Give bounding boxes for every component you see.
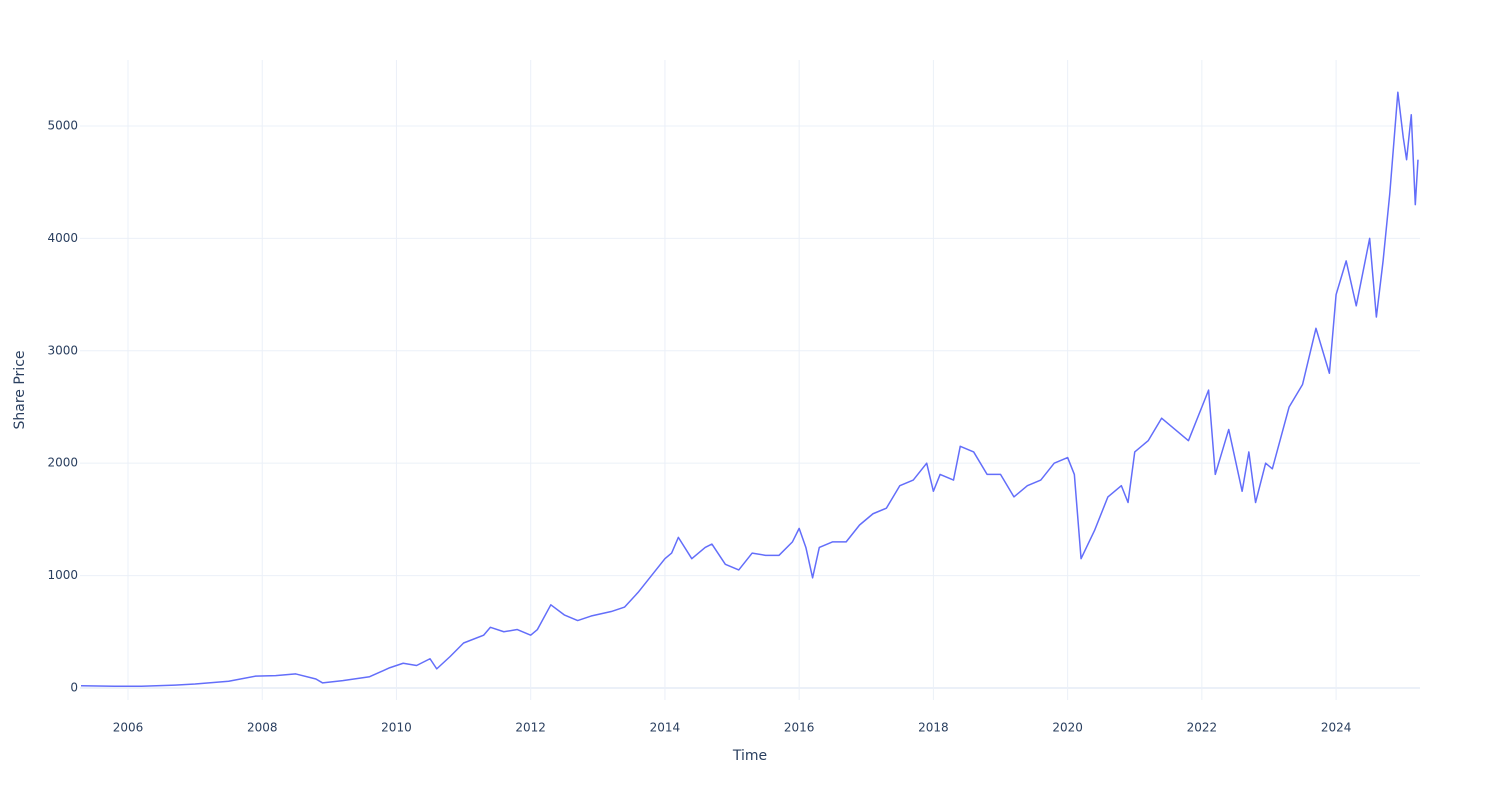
x-tick-label: 2020 [1052, 721, 1083, 735]
x-tick-label: 2024 [1321, 721, 1352, 735]
y-tick-label: 2000 [47, 456, 78, 470]
price-line [80, 91, 1419, 688]
x-tick-label: 2018 [918, 721, 949, 735]
x-tick-label: 2022 [1187, 721, 1218, 735]
y-tick-label: 1000 [47, 568, 78, 582]
y-tick-label: 3000 [47, 343, 78, 357]
x-tick-label: 2012 [515, 721, 546, 735]
y-tick-label: 0 [70, 680, 78, 694]
x-tick-label: 2014 [650, 721, 681, 735]
x-tick-label: 2010 [381, 721, 412, 735]
x-tick-label: 2016 [784, 721, 815, 735]
x-tick-label: 2006 [113, 721, 144, 735]
y-tick-label: 5000 [47, 118, 78, 132]
x-tick-label: 2008 [247, 721, 278, 735]
y-tick-label: 4000 [47, 231, 78, 245]
y-axis-title: Share Price [12, 350, 28, 429]
x-axis-title: Time [732, 748, 767, 764]
